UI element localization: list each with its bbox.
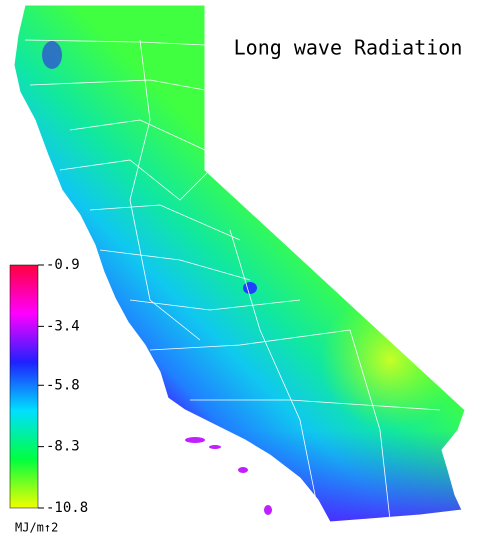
colorbar-tick-label: -10.8 [46,500,88,516]
colorbar [9,264,39,509]
county-lines [24,39,441,521]
map-title: Long wave Radiation [234,36,463,60]
islands [185,437,272,515]
colorbar-tick-label: -5.8 [46,377,80,393]
colorbar-tick-label: -0.9 [46,257,80,273]
colorbar-unit: MJ/m↑2 [15,521,58,535]
colorbar-tick-label: -3.4 [46,318,80,334]
colorbar-tick-label: -8.3 [46,439,80,455]
